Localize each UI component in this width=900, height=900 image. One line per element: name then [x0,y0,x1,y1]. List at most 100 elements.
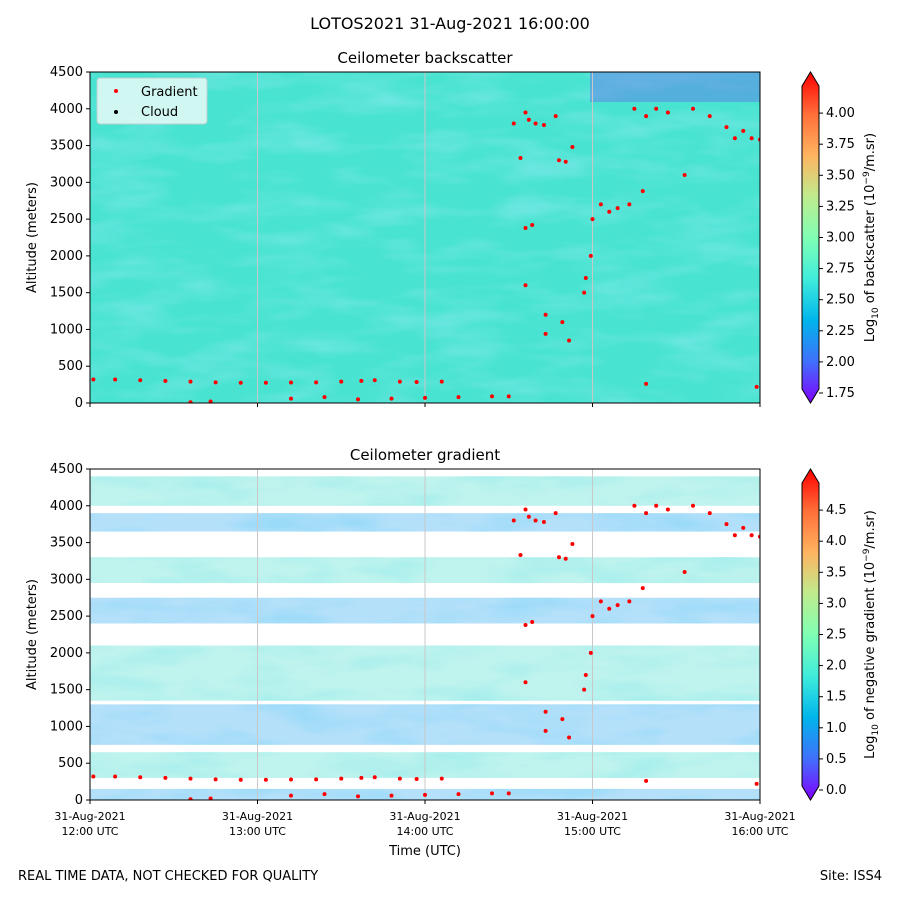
y-tick-label: 4500 [50,462,83,477]
gradient-marker [113,774,118,779]
gradient-marker [356,794,360,799]
gradient-marker [563,556,568,561]
gradient-marker [543,312,548,317]
gradient-marker [523,110,528,115]
gradient-marker [506,791,511,796]
gradient-marker [590,217,595,222]
gradient-marker [213,380,218,385]
y-tick-label: 1000 [50,719,83,734]
gradient-marker [607,606,612,611]
gradient-marker [314,380,319,385]
gradient-marker [208,796,213,800]
gradient-marker [640,586,645,591]
colorbar-label-sub: 10 [871,724,881,736]
y-tick-label: 2000 [50,646,83,661]
panel-title: Ceilometer backscatter [337,49,513,67]
y-tick-label: 2500 [50,609,83,624]
gradient-marker [567,735,572,740]
figure-title: LOTOS2021 31-Aug-2021 16:00:00 [310,14,590,33]
gradient-marker [397,776,402,781]
legend-cloud-label: Cloud [141,105,178,120]
colorbar-label-text: of negative gradient (10 [863,562,878,724]
gradient-marker [523,680,528,685]
legend-gradient-label: Gradient [141,85,198,100]
quality-notice: REAL TIME DATA, NOT CHECKED FOR QUALITY [18,869,319,884]
y-tick-label: 500 [58,359,83,374]
colorbar-tick-label: 4.00 [826,106,855,121]
y-tick-label: 4000 [50,499,83,514]
colorbar-tick-label: 4.0 [826,534,847,549]
panel-gradient: Ceilometer gradient 0 500 1000 1500 2000 2500 3… [25,446,881,859]
site-label: Site: ISS4 [819,869,882,884]
gradient-marker [543,728,548,733]
colorbar-bar [801,468,820,801]
gradient-marker [654,503,659,508]
legend-cloud-marker [114,110,118,114]
gradient-marker [423,395,427,400]
plot-area [90,72,760,403]
gradient-marker [541,519,546,524]
gradient-marker [598,599,603,604]
gradient-marker [560,717,565,722]
gradient-marker [530,619,535,624]
gradient-marker [322,792,327,797]
gradient-marker [414,777,419,782]
gradient-marker [741,525,746,530]
gradient-marker [263,777,268,782]
gradient-marker [570,145,575,150]
gradient-marker [163,378,168,383]
gradient-marker [511,518,516,523]
gradient-marker [263,380,268,385]
gradient-marker [607,209,612,214]
gradient-marker [754,781,759,786]
gradient-marker [518,553,523,558]
y-tick-label: 0 [75,793,83,808]
gradient-marker [359,775,364,780]
gradient-marker [339,776,344,781]
gradient-marker [456,395,461,400]
backscatter-high-cloud [590,72,760,102]
gradient-marker [188,797,193,800]
colorbar: 0.0 0.5 1.0 1.5 2.0 2.5 3.0 3.5 4.0 4.5 Log10 of n… [801,468,881,801]
gradient-marker [523,225,528,230]
colorbar-label-text: /m.sr) [863,510,878,548]
gradient-marker [238,380,243,385]
gradient-marker [724,125,729,130]
colorbar-tick-label: 3.0 [826,596,847,611]
gradient-marker [598,202,603,207]
gradient-marker [289,380,293,385]
x-tick-label: 31-Aug-2021 [557,810,628,823]
colorbar-tick-label: 0.5 [826,752,847,767]
gradient-marker [588,650,593,655]
gradient-marker [724,522,729,527]
gradient-marker [533,121,538,126]
plot-area [90,469,760,800]
colorbar-label-sup: −9 [862,171,872,185]
panel-backscatter: Ceilometer backscatter 0 500 1000 1500 2000 25… [25,49,881,411]
legend: Gradient Cloud [96,77,208,125]
gradient-marker [456,792,461,797]
colorbar-tick-label: 2.25 [826,324,855,339]
gradient-marker [138,775,143,780]
colorbar-label-text: Log [863,736,878,759]
colorbar-label-sub: 10 [871,307,881,319]
gradient-marker [732,136,737,141]
y-tick-label: 1500 [50,286,83,301]
gradient-marker [523,507,528,512]
colorbar-tick-label: 2.5 [826,628,847,643]
gradient-marker [289,777,293,782]
colorbar-tick-label: 2.00 [826,355,855,370]
gradient-marker [511,121,516,126]
gradient-marker [523,283,528,288]
colorbar-label-text: Log [863,319,878,342]
x-tick-label: 31-Aug-2021 [54,810,125,823]
gradient-marker [644,511,649,516]
gradient-marker [138,378,143,383]
colorbar-label-sup: −9 [862,548,872,562]
gradient-marker [632,106,637,111]
gradient-marker [563,159,568,164]
gradient-marker [91,377,96,382]
x-tick-label: 16:00 UTC [731,825,788,838]
colorbar-tick-label: 4.5 [826,503,847,518]
